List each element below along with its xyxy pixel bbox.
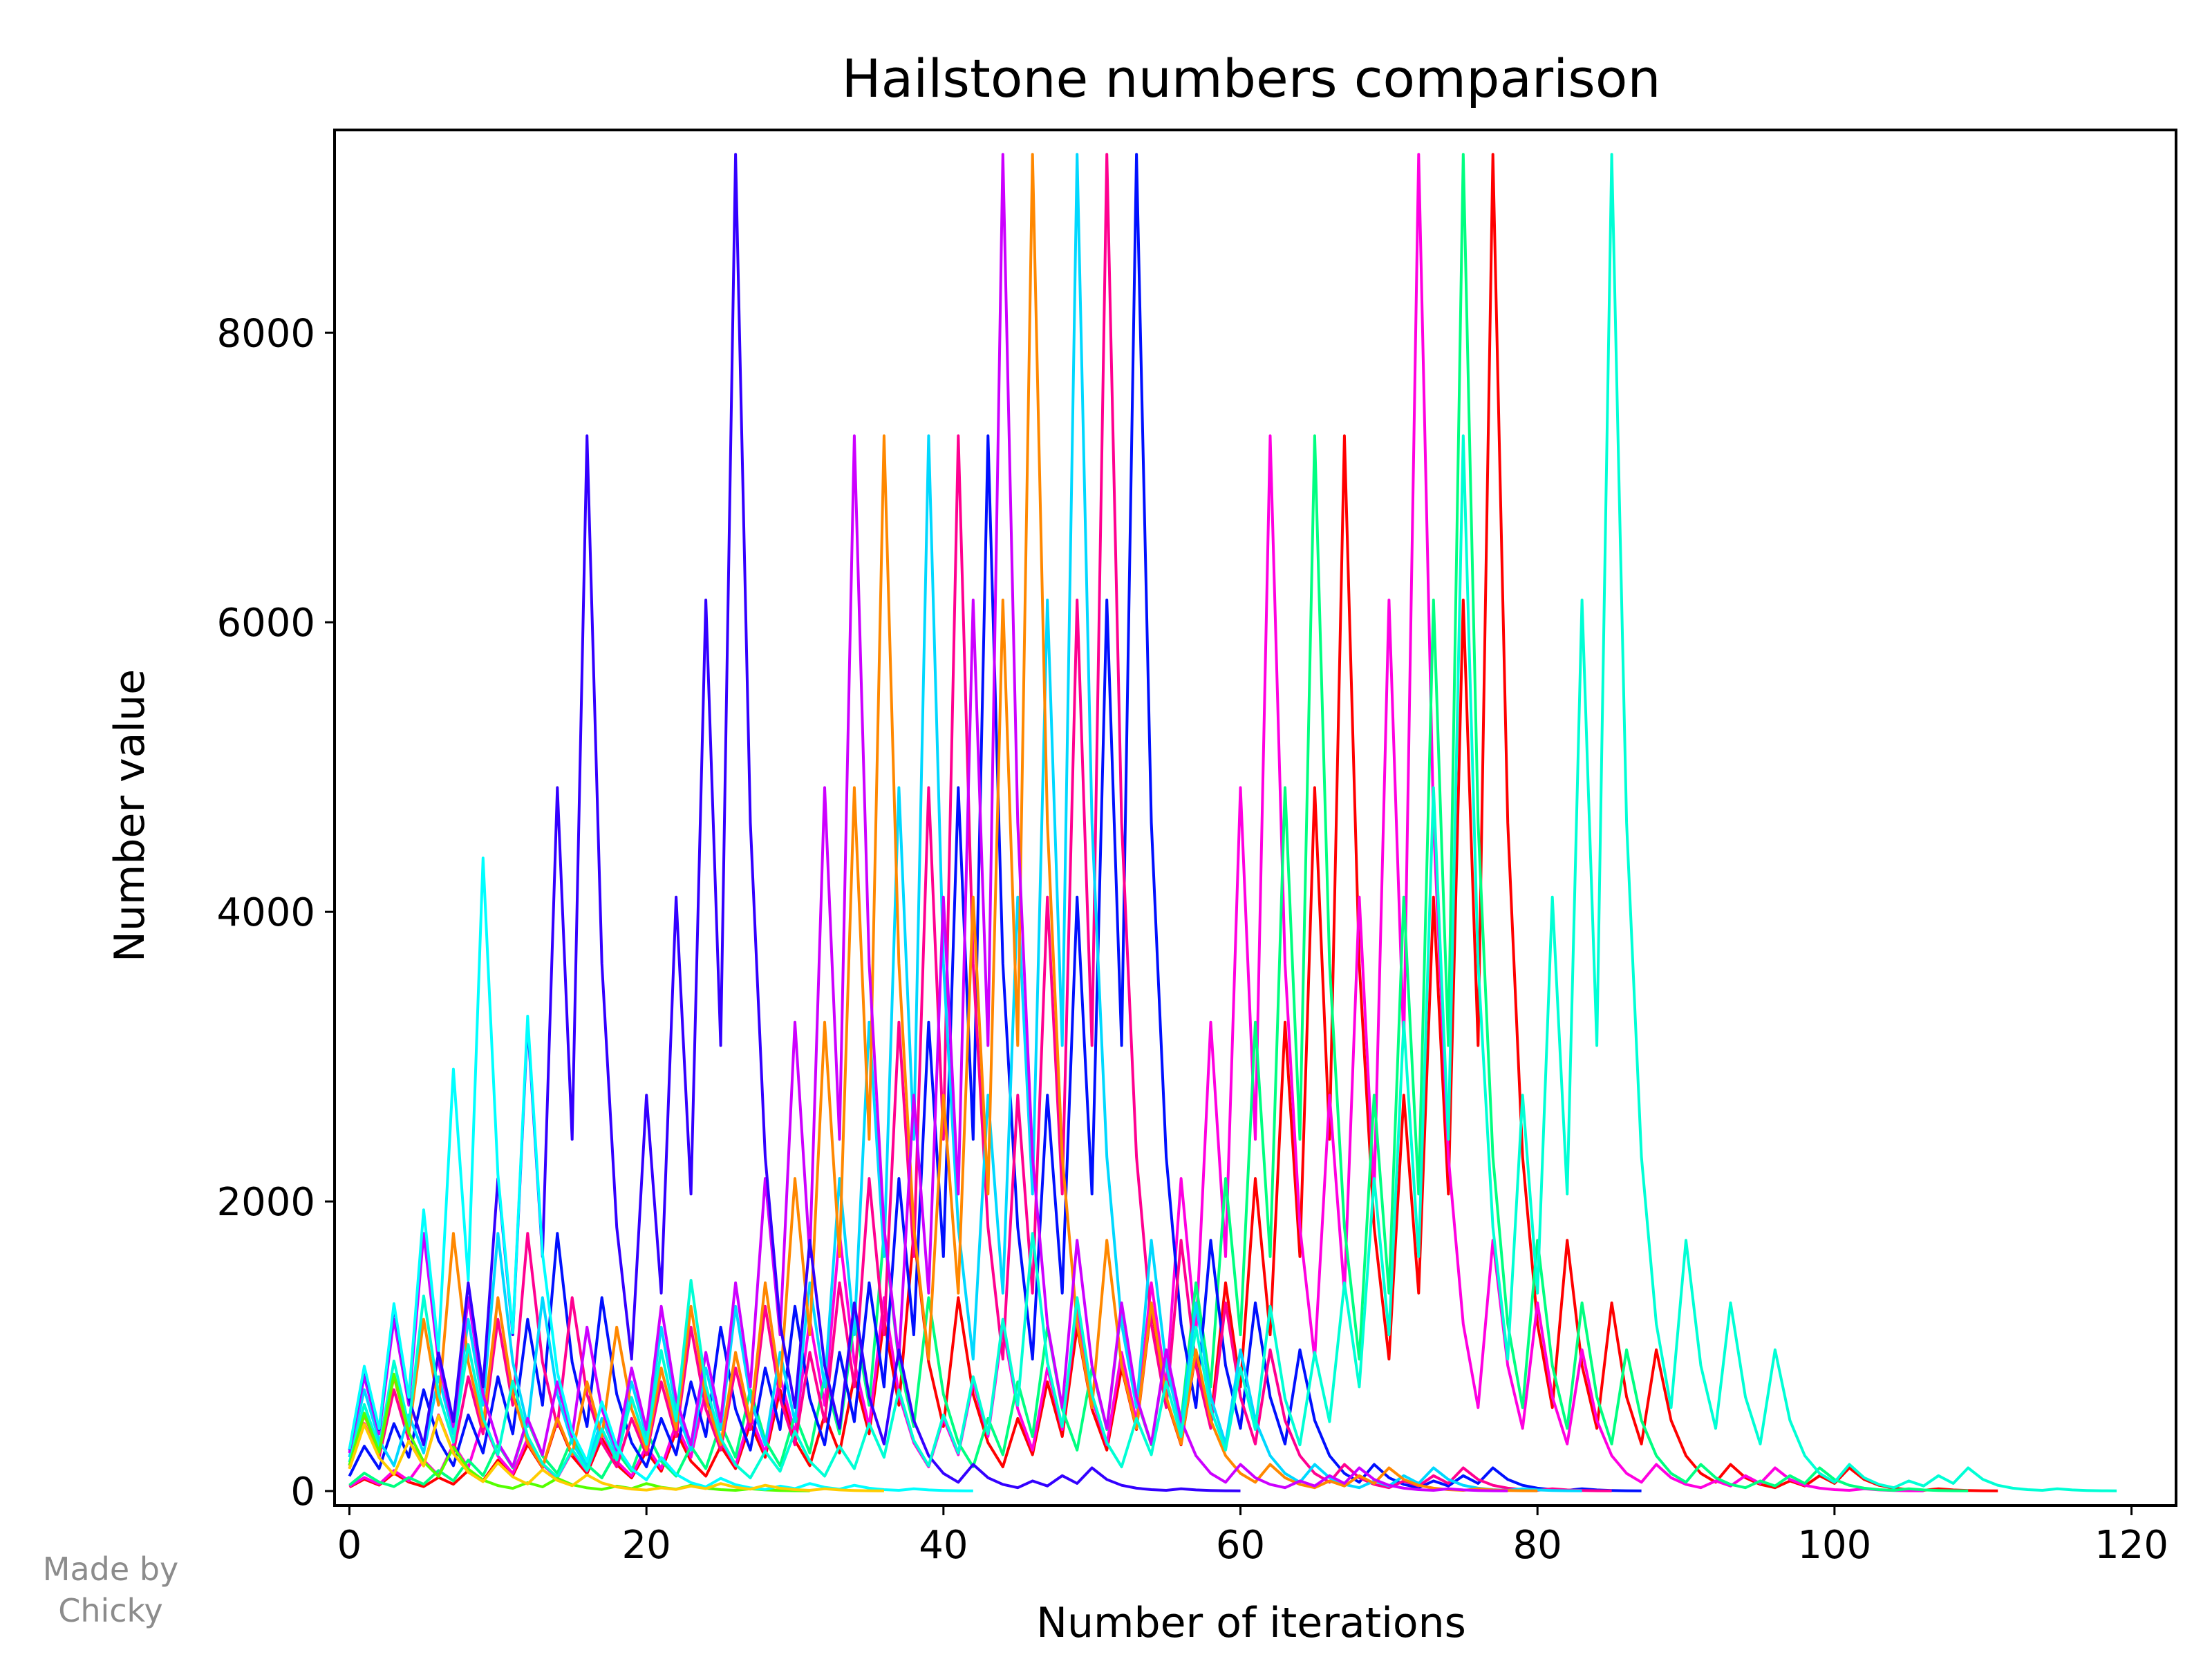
series-line-4 — [348, 153, 1642, 1492]
series-line-10 — [348, 153, 2117, 1492]
credit-watermark: Made by Chicky — [14, 1548, 207, 1631]
y-tick-label: 6000 — [216, 601, 315, 646]
y-tick-label: 0 — [290, 1470, 315, 1515]
series-line-12 — [348, 856, 973, 1492]
y-axis-label: Number value — [106, 669, 154, 962]
x-tick-label: 40 — [919, 1523, 968, 1568]
x-tick-label: 0 — [337, 1523, 362, 1568]
x-tick-label: 120 — [2094, 1523, 2168, 1568]
series-line-9 — [348, 153, 1241, 1492]
x-tick-label: 20 — [622, 1523, 671, 1568]
credit-line-1: Made by — [42, 1550, 179, 1588]
y-tick-label: 2000 — [216, 1180, 315, 1225]
x-tick-label: 100 — [1797, 1523, 1871, 1568]
series-line-2 — [348, 153, 1924, 1492]
x-tick-label: 80 — [1513, 1523, 1562, 1568]
series-line-7 — [348, 153, 1538, 1492]
credit-line-2: Chicky — [58, 1592, 163, 1629]
y-tick-label: 8000 — [216, 311, 315, 356]
series-line-3 — [348, 153, 1969, 1492]
series-line-13 — [348, 1414, 884, 1492]
series-lines — [348, 153, 2117, 1492]
y-axis-ticks: 0 2000 4000 6000 8000 — [216, 311, 335, 1515]
chart-title: Hailstone numbers comparison — [841, 48, 1660, 109]
y-tick-label: 4000 — [216, 890, 315, 935]
plot-frame — [333, 129, 2177, 1507]
series-line-8 — [348, 153, 1508, 1492]
x-axis-label: Number of iterations — [1036, 1599, 1466, 1647]
x-axis-ticks: 0 20 40 60 80 100 120 — [337, 1506, 2168, 1568]
series-line-11 — [348, 1372, 810, 1492]
x-tick-label: 60 — [1216, 1523, 1265, 1568]
